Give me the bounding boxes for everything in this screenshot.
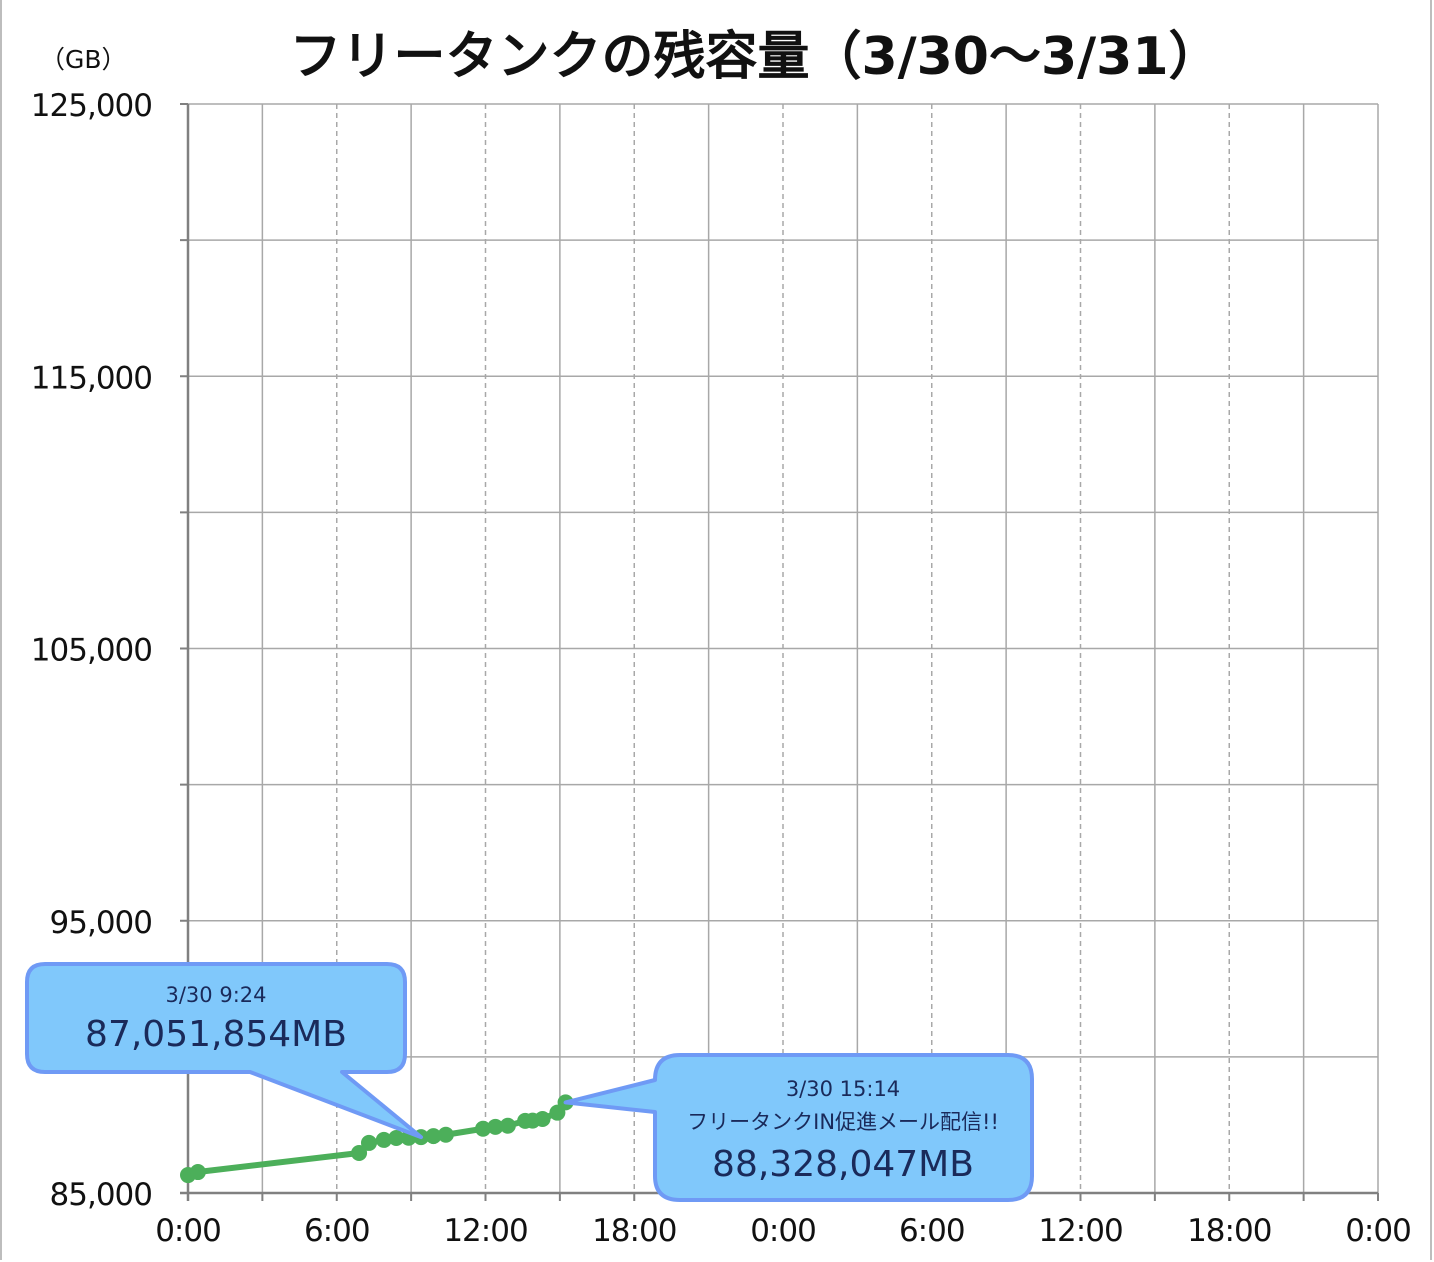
x-tick-label: 12:00 (1038, 1213, 1122, 1249)
y-tick-label: 125,000 (31, 88, 152, 124)
series-line (180, 1094, 574, 1184)
data-point (437, 1126, 454, 1143)
data-point (499, 1117, 516, 1134)
data-point (425, 1128, 442, 1145)
chart-title: フリータンクの残容量（3/30～3/31） (289, 27, 1220, 87)
data-point (534, 1110, 551, 1127)
callout-2: 3/30 15:14 フリータンクIN促進メール配信!! 88,328,047M… (563, 1053, 1034, 1202)
x-tick-label: 0:00 (155, 1213, 221, 1249)
data-point (475, 1120, 492, 1137)
data-point (388, 1130, 405, 1147)
x-tick-label: 6:00 (304, 1213, 370, 1249)
callout-2-text: フリータンクIN促進メール配信!! (687, 1110, 999, 1134)
gridlines (188, 103, 1379, 1193)
y-tick-label: 85,000 (50, 1177, 152, 1213)
data-point (487, 1118, 504, 1135)
callout-1-value: 87,051,854MB (85, 1014, 347, 1055)
x-tick-label: 0:00 (750, 1213, 816, 1249)
y-axis-unit: （GB） (40, 45, 127, 74)
x-tick-label: 0:00 (1345, 1213, 1411, 1249)
y-tick-label: 105,000 (31, 633, 152, 669)
callout-1: 3/30 9:24 87,051,854MB (25, 962, 424, 1140)
data-point (375, 1131, 392, 1148)
callout-1-time: 3/30 9:24 (166, 983, 267, 1007)
x-tick-label: 18:00 (592, 1213, 676, 1249)
callout-2-value: 88,328,047MB (712, 1144, 974, 1185)
callout-2-shape (563, 1053, 1034, 1202)
callout-2-time: 3/30 15:14 (786, 1077, 900, 1101)
data-point (189, 1164, 206, 1181)
y-tick-label: 115,000 (31, 360, 152, 396)
x-tick-label: 12:00 (443, 1213, 527, 1249)
y-tick-label: 95,000 (50, 905, 152, 941)
data-point (351, 1144, 368, 1161)
callout-1-shape (25, 962, 424, 1140)
y-tick-labels: 85,000 95,000 105,000 115,000 125,000 (31, 88, 153, 1213)
x-tick-labels: 0:00 6:00 12:00 18:00 0:00 6:00 12:00 18:00 0:00 (155, 1213, 1412, 1249)
x-tick-label: 18:00 (1187, 1213, 1271, 1249)
x-tick-label: 6:00 (899, 1213, 965, 1249)
data-point (360, 1134, 377, 1151)
